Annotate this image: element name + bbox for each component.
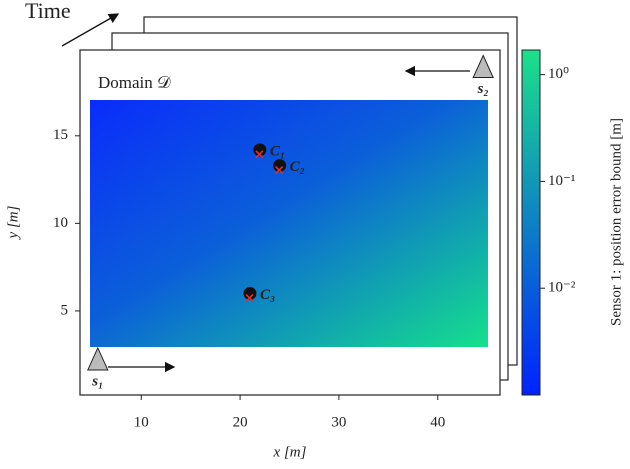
sensor <box>87 346 109 371</box>
time-arrow <box>61 13 120 47</box>
colorbar-tick-label: 10⁻² <box>548 280 576 296</box>
x-axis-label: x [m] <box>273 444 307 460</box>
sensor-label: s₁ <box>91 373 103 389</box>
point-cross <box>245 293 254 302</box>
colorbar-label: Sensor 1: position error bound [m] <box>608 118 624 326</box>
point <box>253 143 267 157</box>
colorbar <box>521 49 541 396</box>
x-tick-label: 30 <box>331 414 346 430</box>
sensor-label: s₂ <box>477 81 489 97</box>
colorbar-tick-label: 10⁰ <box>548 66 569 82</box>
x-tick-label: 10 <box>134 414 149 430</box>
annotation: Time <box>25 0 71 23</box>
y-axis-label: y [m] <box>5 205 21 240</box>
point <box>243 286 257 300</box>
point-label: C₁ <box>270 143 285 159</box>
x-tick-label: 40 <box>430 414 445 430</box>
colorbar-tick-label: 10⁻¹ <box>548 173 575 189</box>
y-tick-label: 5 <box>61 302 69 318</box>
point-label: C₂ <box>290 159 305 175</box>
point <box>273 159 287 173</box>
heatmap <box>90 100 488 347</box>
y-tick-label: 10 <box>53 215 68 231</box>
x-tick-label: 20 <box>233 414 248 430</box>
point-cross <box>255 150 264 159</box>
point-label: C₃ <box>260 287 275 303</box>
sensor <box>472 54 494 79</box>
y-tick-label: 15 <box>53 127 68 143</box>
point-cross <box>275 166 284 175</box>
chart-title: Domain 𝒟 <box>98 73 171 92</box>
